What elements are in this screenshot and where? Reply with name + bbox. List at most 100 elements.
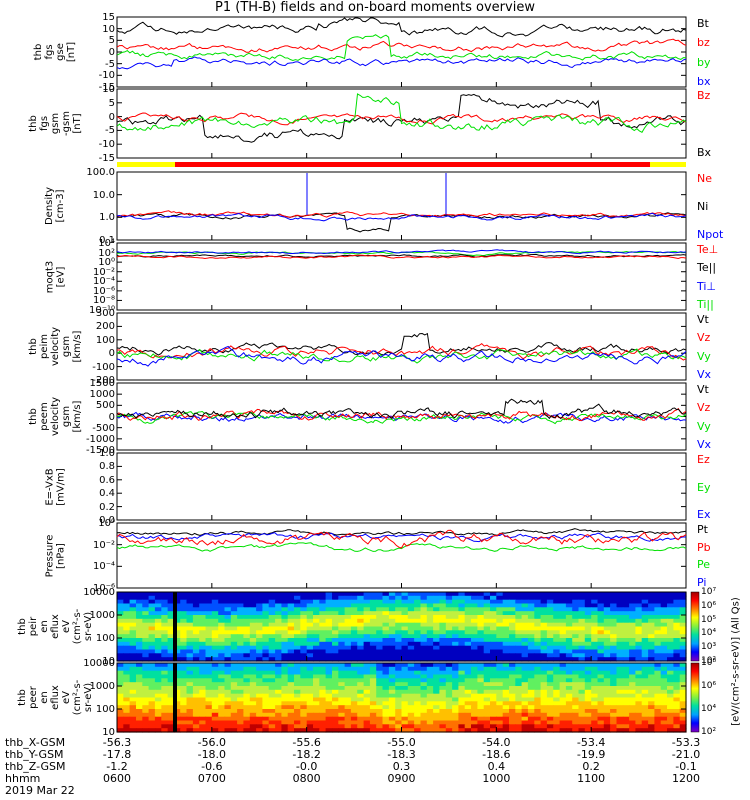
spectro-cell [230, 689, 238, 695]
y-axis-label-peer: thb peer en eflux eV (cm²-s-sr-eV) [17, 663, 94, 732]
spectro-cell [546, 709, 554, 714]
spectro-cell [622, 686, 630, 691]
spectro-cell [192, 615, 200, 620]
spectro-cell [565, 716, 573, 722]
spectro-cell [369, 615, 377, 620]
spectro-cell [369, 653, 377, 658]
spectro-cell [597, 657, 605, 662]
spectro-cell [641, 666, 649, 672]
spectro-cell [167, 638, 175, 643]
spectro-cell [629, 689, 636, 695]
spectro-cell [502, 607, 510, 612]
spectro-cell [464, 599, 472, 605]
spectro-cell [281, 615, 289, 620]
spectro-cell [186, 622, 194, 628]
spectro-cell [578, 720, 586, 725]
spectro-cell [313, 728, 320, 733]
spectro-cell [123, 670, 131, 676]
spectro-cell [565, 611, 573, 616]
spectro-cell [344, 657, 352, 662]
spectro-cell [357, 599, 365, 605]
spectro-cell [464, 622, 472, 628]
legend-entry: Vt [697, 313, 709, 326]
spectro-cell [559, 657, 567, 662]
spectro-cell [154, 649, 162, 654]
spectro-cell [679, 649, 687, 654]
spectro-cell [395, 670, 403, 676]
spectro-cell [483, 670, 491, 676]
spectro-cell [148, 674, 156, 679]
spectro-cell [224, 716, 232, 722]
spectro-cell [477, 603, 485, 608]
spectro-cell [142, 592, 150, 597]
spectro-cell [679, 607, 687, 612]
spectro-cell [148, 638, 156, 643]
spectro-cell [382, 709, 390, 714]
spectro-cell [218, 615, 226, 620]
spectro-cell [117, 701, 124, 706]
spectro-cell [332, 649, 339, 654]
spectro-cell [294, 712, 301, 718]
spectro-cell [565, 666, 573, 672]
spectro-cell [635, 697, 643, 702]
spectro-cell [243, 678, 251, 683]
spectro-cell [407, 666, 415, 672]
spectro-cell [641, 720, 649, 725]
spectro-cell [616, 626, 624, 631]
y-tick-label: 0.8 [99, 461, 115, 473]
spectro-cell [572, 666, 580, 672]
spectro-cell [148, 686, 156, 691]
spectro-cell [357, 595, 365, 601]
spectro-cell [591, 634, 599, 639]
spectro-cell [496, 653, 504, 658]
spectro-cell [610, 611, 617, 616]
legend-entry: Ti⊥ [697, 279, 717, 293]
spectro-cell [559, 678, 567, 683]
spectro-cell [287, 618, 295, 624]
spectro-cell [376, 728, 384, 733]
spectro-cell [603, 705, 611, 710]
spectro-cell [249, 701, 257, 706]
y-axis-label-line: peem [38, 402, 50, 431]
spectro-cell [660, 701, 668, 706]
spectro-cell [211, 720, 219, 725]
spectro-cell [673, 595, 681, 601]
spectro-cell [313, 697, 320, 702]
spectro-cell [433, 595, 440, 601]
spectro-cell [123, 678, 131, 683]
spectro-cell [515, 678, 523, 683]
spectro-cell [591, 663, 599, 668]
spectro-cell [218, 720, 226, 725]
spectro-cell [553, 716, 561, 722]
spectro-cell [635, 701, 643, 706]
spectro-cell [546, 716, 554, 722]
spectro-cell [262, 682, 270, 687]
spectro-cell [471, 603, 478, 608]
spectro-cell [332, 607, 339, 612]
spectro-cell [534, 595, 542, 601]
y-tick-label: 10⁻⁶ [92, 285, 115, 297]
spectro-cell [527, 670, 535, 676]
spectro-cell [603, 678, 611, 683]
spectro-cell [546, 595, 554, 601]
spectro-cell [616, 720, 624, 725]
spectro-cell [414, 622, 421, 628]
spectro-cell [458, 626, 466, 631]
spectro-cell [123, 666, 131, 672]
spectro-cell [616, 674, 624, 679]
spectro-cell [173, 595, 181, 601]
spectro-cell [591, 689, 599, 695]
spectro-cell [211, 634, 219, 639]
spectro-cell [123, 595, 131, 601]
spectro-cell [325, 645, 333, 651]
spectro-cell [154, 666, 162, 672]
spectro-cell [648, 728, 655, 733]
spectro-cell [136, 670, 143, 676]
spectro-cell [420, 693, 428, 699]
spectro-cell [142, 686, 150, 691]
spectro-cell [546, 630, 554, 635]
trace-Bz [116, 112, 687, 126]
spectro-cell [123, 626, 131, 631]
spectro-cell [483, 592, 491, 597]
spectro-cell [679, 670, 687, 676]
